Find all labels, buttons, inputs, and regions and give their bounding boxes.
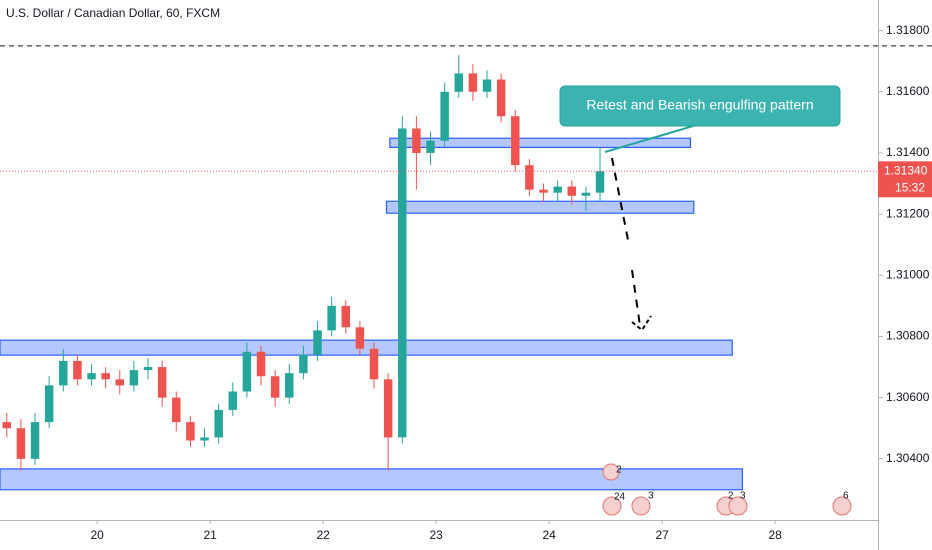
candle-body [101, 373, 110, 380]
candle-body [214, 409, 223, 438]
y-tick-label: 1.31200 [886, 206, 930, 220]
projection-arrow [611, 157, 641, 327]
candle-body [327, 305, 336, 331]
arrow-head [631, 315, 652, 332]
x-tick-label: 20 [90, 528, 104, 542]
candle-body [256, 351, 266, 377]
x-tick-label: 22 [316, 528, 330, 542]
candle-body [73, 360, 82, 380]
candle-body [228, 391, 238, 410]
y-tick-label: 1.30400 [886, 451, 930, 465]
candle-body [44, 385, 54, 423]
candle-body [468, 73, 478, 92]
event-icon [602, 463, 620, 481]
candle-body [129, 370, 139, 386]
callout-box [559, 85, 841, 127]
y-tick-label: 1.30600 [886, 390, 930, 404]
candle-body [553, 186, 562, 193]
event-label: 2 [728, 491, 734, 502]
candle-body [496, 79, 506, 117]
candle-body [186, 422, 195, 441]
candle-body [426, 140, 435, 153]
zone [389, 137, 692, 149]
y-tick-label: 1.30800 [886, 329, 930, 343]
candle-body [454, 73, 464, 92]
countdown-label: 15:32 [895, 180, 925, 194]
candle-body [511, 116, 520, 166]
y-tick-label: 1.31000 [886, 267, 930, 281]
candle-body [581, 192, 591, 196]
candle-body [157, 367, 167, 398]
event-icons: 2 24 3 2 3 6 [602, 463, 852, 516]
y-tick-label: 1.31800 [886, 23, 930, 37]
candle-body [412, 128, 421, 153]
x-tick-label: 24 [542, 528, 556, 542]
x-tick-label: 27 [655, 528, 669, 542]
candle-body [567, 186, 577, 196]
last-price-box [878, 161, 932, 198]
plot-area [0, 45, 932, 491]
event-icon [631, 496, 651, 516]
y-tick-label: 1.31400 [886, 145, 930, 159]
candle-body [143, 367, 153, 371]
y-tick-label: 1.31600 [886, 84, 930, 98]
event-icon [832, 496, 852, 516]
event-label: 24 [614, 492, 626, 503]
candle-body [341, 305, 351, 328]
candle-body [285, 373, 294, 398]
candle-body [398, 128, 407, 438]
x-tick-label: 21 [203, 528, 217, 542]
event-label: 3 [648, 491, 654, 502]
chart-title: U.S. Dollar / Canadian Dollar, 60, FXCM [6, 6, 220, 20]
candle-body [595, 171, 605, 193]
zone [0, 468, 744, 491]
candle-body [16, 428, 26, 459]
candle-body [2, 422, 12, 429]
event-label: 6 [843, 491, 849, 502]
event-icon [728, 496, 748, 516]
event-label: 3 [740, 491, 746, 502]
candle-body [242, 351, 252, 392]
candle-body [525, 165, 534, 190]
x-tick-label: 28 [768, 528, 782, 542]
candle-body [383, 379, 393, 438]
zone [385, 200, 695, 214]
candle-body [59, 360, 68, 386]
last-price-label: 1.31340 [884, 163, 928, 177]
x-tick-label: 23 [429, 528, 443, 542]
callout-pointer [604, 123, 701, 153]
event-label: 2 [616, 465, 622, 476]
candle-body [440, 91, 449, 141]
candle-body [369, 348, 379, 380]
candle-body [482, 79, 492, 92]
zone [0, 339, 733, 356]
candle-body [270, 376, 280, 398]
candle-body [539, 189, 548, 193]
candle-body [115, 379, 125, 386]
event-icon [602, 496, 622, 516]
candle-body [200, 437, 209, 441]
candle-body [355, 327, 365, 349]
candle-body [299, 354, 308, 374]
candle-body [87, 373, 96, 380]
callout-text: Retest and Bearish engulfing pattern [586, 97, 813, 113]
candle-body [313, 330, 322, 355]
candle-body [30, 422, 40, 459]
candle-body [172, 397, 181, 423]
